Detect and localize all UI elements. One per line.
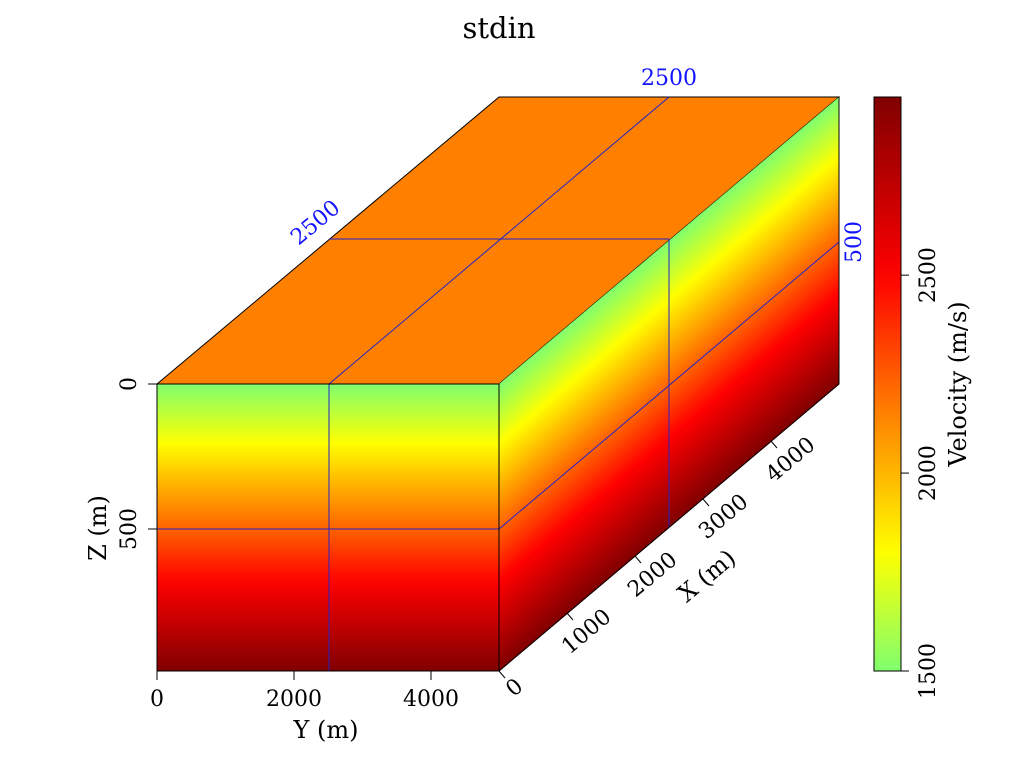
chart-title: stdin: [462, 11, 535, 45]
z-tick-label-500: 500: [117, 508, 142, 550]
x-tick-2000: [634, 555, 642, 564]
colorbar-tick-label: 2000: [916, 445, 941, 501]
colorbar-tick-labels: 1500 2000 2500: [916, 247, 941, 699]
colorbar-label: Velocity (m/s): [944, 301, 972, 467]
slice-label-top-x: 2500: [641, 66, 697, 91]
y-tick-label-0: 0: [150, 687, 164, 712]
side-outline: [498, 97, 840, 672]
front-face: [157, 384, 499, 671]
slice-lines: [157, 96, 840, 671]
box-outline: [156, 97, 840, 672]
top-x-slice: [328, 96, 670, 385]
colorbar-tick-label: 1500: [916, 643, 941, 699]
y-tick-label-2000: 2000: [266, 687, 322, 712]
x-tick-0: [498, 670, 506, 679]
slice-label-side-z: 500: [842, 221, 867, 263]
x-axis-label: X (m): [673, 544, 742, 608]
x-tick-4000: [770, 440, 778, 449]
z-tick-label-0: 0: [117, 377, 142, 391]
colorbar-tick-label: 2500: [916, 247, 941, 303]
y-axis: [156, 671, 432, 680]
front-outline: [156, 383, 500, 672]
y-tick-label-4000: 4000: [403, 687, 459, 712]
z-axis: [148, 383, 157, 530]
z-axis-label: Z (m): [84, 495, 112, 561]
x-tick-1000: [566, 612, 574, 621]
colorbar: [873, 96, 902, 672]
side-horizontal-slice: [498, 241, 840, 530]
x-tick-3000: [702, 498, 710, 507]
colorbar-ticks: [901, 274, 909, 672]
x-tick-label-0: 0: [501, 674, 528, 702]
y-axis-label: Y (m): [293, 716, 359, 744]
x-axis: [498, 440, 778, 679]
